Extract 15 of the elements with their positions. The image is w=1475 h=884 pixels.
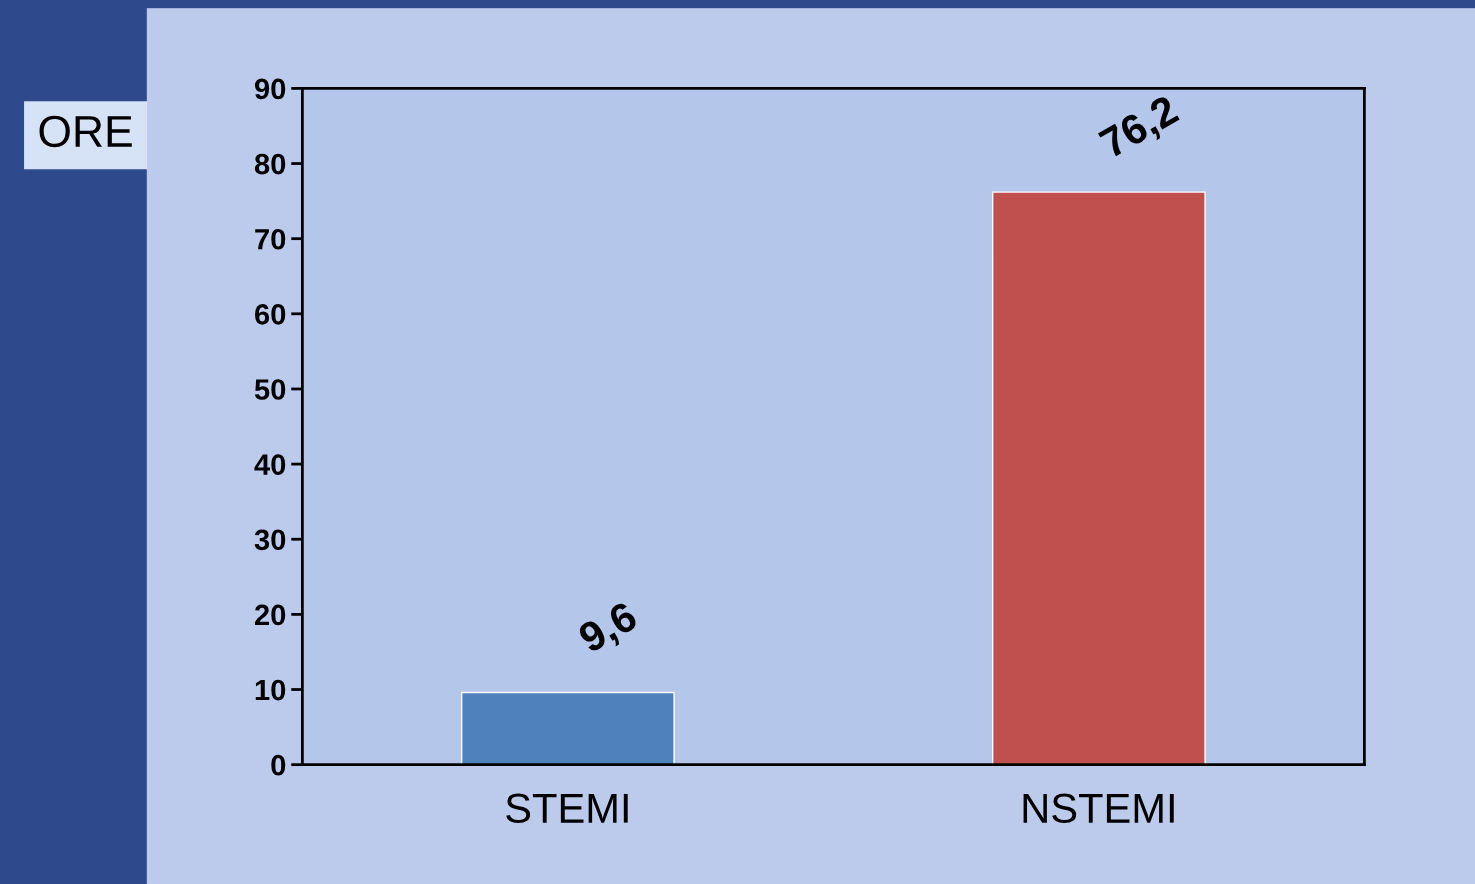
y-tick-label: 90 (254, 78, 286, 100)
y-tick-label: 80 (254, 153, 286, 175)
y-tick-label: 60 (255, 304, 286, 325)
y-tick-label: 0 (271, 754, 286, 776)
data-label: 9,6 (576, 600, 642, 659)
y-tick-label: 10 (255, 679, 286, 701)
y-tick-label: 20 (254, 604, 286, 626)
x-tick-label: NSTEMI (1023, 793, 1174, 824)
y-axis-title: ORE (39, 115, 132, 148)
x-tick-label: STEMI (506, 793, 628, 824)
y-tick-label: 40 (254, 454, 286, 475)
y-tick-label: 50 (254, 379, 286, 400)
data-label: 76,2 (1097, 94, 1183, 164)
y-tick-label: 70 (255, 228, 286, 250)
y-tick-label: 30 (254, 529, 286, 551)
